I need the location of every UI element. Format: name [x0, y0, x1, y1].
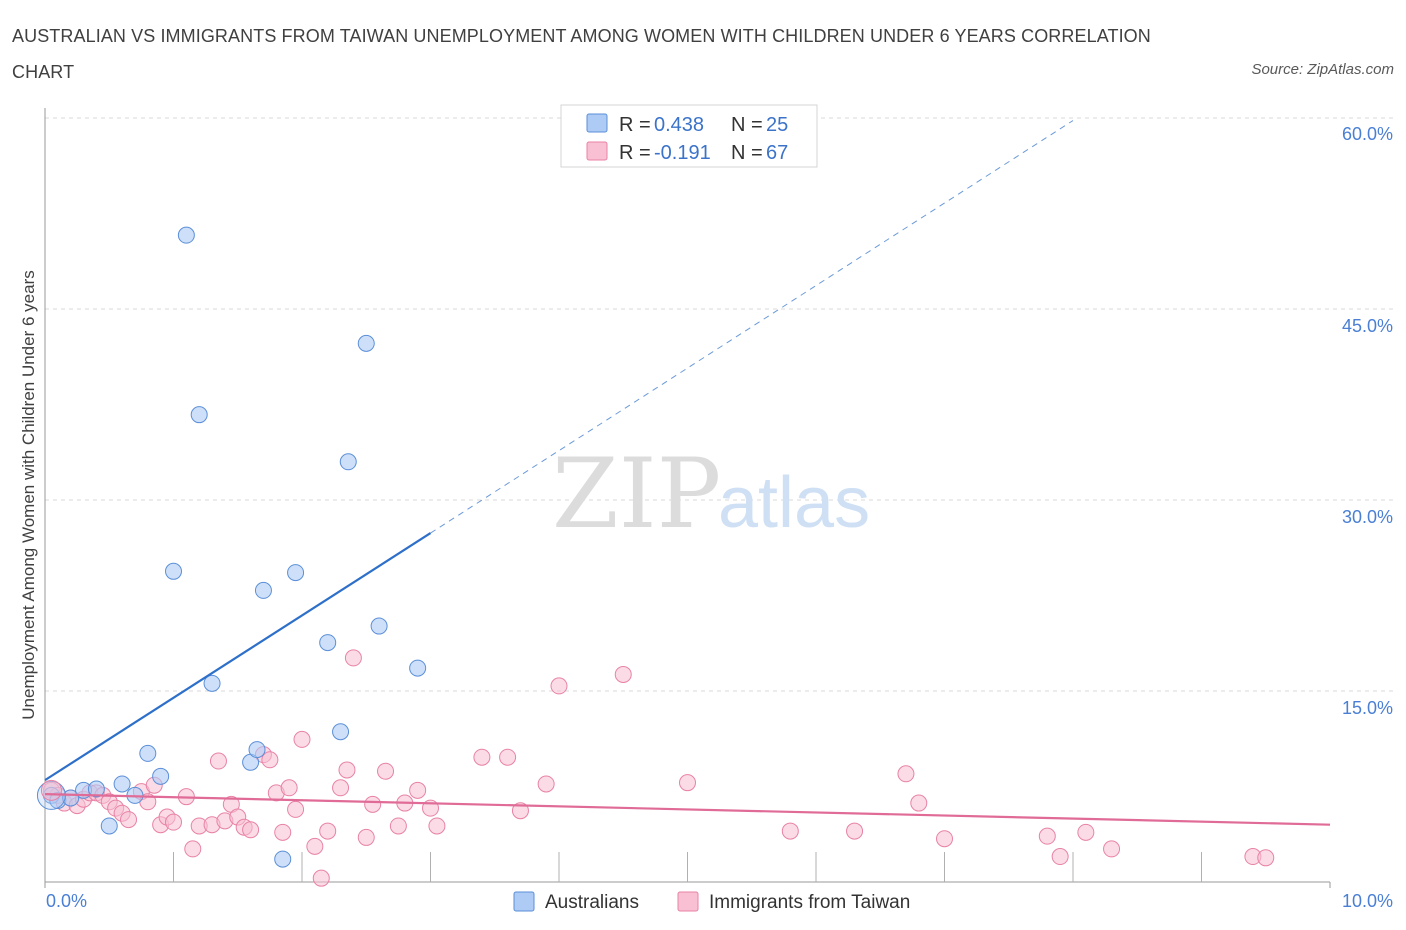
legend-bottom: Australians Immigrants from Taiwan [513, 891, 910, 913]
data-point-australians [190, 406, 208, 424]
data-point-taiwan [364, 795, 382, 813]
y-axis-label: Unemployment Among Women with Children U… [19, 270, 38, 719]
data-point-australians [254, 581, 272, 599]
y-tick-label: 45.0% [1342, 316, 1393, 336]
legend-swatch-taiwan [677, 891, 699, 912]
trendline-australians [44, 532, 432, 782]
y-tick-label: 60.0% [1342, 124, 1393, 144]
x-tick-label: 10.0% [1342, 891, 1393, 911]
legend-top: R = 0.438 N = 25 R = -0.191 N = 67 [560, 104, 818, 168]
axis-layer [44, 108, 1331, 888]
data-point-taiwan [614, 665, 632, 683]
data-point-taiwan [1051, 848, 1069, 866]
legend-r-label: R = [619, 142, 651, 164]
data-point-taiwan [428, 817, 446, 835]
data-point-taiwan [357, 828, 375, 846]
data-point-taiwan [499, 748, 517, 766]
data-point-taiwan [209, 752, 227, 770]
data-point-australians [165, 562, 182, 580]
data-point-taiwan [120, 811, 138, 829]
data-point-australians [287, 564, 305, 582]
legend-swatch-australians [586, 113, 608, 133]
points-layer [36, 226, 1275, 887]
y-tick-label: 30.0% [1342, 507, 1393, 527]
data-point-taiwan [338, 761, 356, 779]
trendline-taiwan [44, 793, 1331, 826]
data-point-taiwan [287, 800, 305, 818]
watermark-zip: ZIP [552, 438, 721, 550]
grid-layer [45, 117, 1395, 692]
data-point-taiwan [473, 748, 491, 766]
data-point-australians [319, 634, 337, 652]
data-point-australians [339, 453, 357, 471]
data-point-taiwan [1038, 827, 1056, 845]
y-tick-label: 15.0% [1342, 698, 1393, 718]
data-point-taiwan [679, 774, 696, 792]
data-point-taiwan [293, 730, 311, 748]
legend-swatch-australians [513, 891, 535, 912]
data-point-taiwan [344, 649, 362, 667]
chart-title: AUSTRALIAN VS IMMIGRANTS FROM TAIWAN UNE… [12, 26, 1151, 82]
data-point-taiwan [1077, 823, 1095, 841]
legend-label-taiwan: Immigrants from Taiwan [709, 892, 910, 913]
data-point-australians [100, 817, 118, 835]
legend-n-value: 25 [766, 114, 788, 136]
data-point-taiwan [1257, 849, 1275, 867]
data-point-taiwan [910, 794, 928, 812]
data-point-australians [152, 767, 170, 785]
legend-r-label: R = [619, 114, 651, 136]
legend-r-value: -0.191 [654, 142, 711, 164]
legend-swatch-taiwan [586, 141, 608, 161]
data-point-taiwan [377, 762, 395, 780]
data-point-taiwan [312, 869, 330, 887]
data-point-australians [139, 744, 157, 762]
legend-n-label: N = [731, 114, 763, 136]
data-point-taiwan [846, 822, 864, 840]
data-point-australians [409, 659, 427, 677]
trend-layer [44, 120, 1331, 826]
legend-r-value: 0.438 [654, 114, 704, 136]
data-point-taiwan [1103, 840, 1121, 858]
data-point-australians [248, 741, 266, 759]
data-point-australians [113, 775, 131, 793]
data-point-taiwan [261, 751, 279, 769]
data-point-taiwan [537, 775, 555, 793]
data-point-taiwan [332, 779, 350, 797]
data-point-australians [370, 617, 388, 635]
data-point-taiwan [781, 822, 799, 840]
data-point-australians [332, 723, 350, 741]
legend-n-label: N = [731, 142, 763, 164]
legend-n-value: 67 [766, 142, 788, 164]
chart-source: Source: ZipAtlas.com [1251, 61, 1394, 78]
data-point-australians [357, 334, 375, 352]
data-point-australians [274, 850, 292, 868]
data-point-taiwan [389, 817, 407, 835]
data-point-cluster-taiwan [40, 779, 62, 801]
data-point-taiwan [280, 779, 298, 797]
data-point-taiwan [550, 677, 568, 695]
watermark-atlas: atlas [718, 463, 870, 543]
data-point-taiwan [897, 765, 915, 783]
data-point-australians [87, 780, 105, 798]
data-point-taiwan [409, 781, 427, 799]
data-point-taiwan [242, 821, 260, 839]
data-point-taiwan [511, 802, 529, 820]
data-point-taiwan [274, 823, 292, 841]
x-tick-label: 0.0% [46, 891, 87, 911]
watermark: ZIP atlas [552, 438, 870, 550]
data-point-taiwan [184, 840, 202, 858]
data-point-taiwan [306, 837, 324, 855]
data-point-taiwan [165, 813, 182, 831]
data-point-australians [203, 674, 221, 692]
legend-label-australians: Australians [545, 892, 639, 913]
data-point-taiwan [936, 830, 953, 848]
data-point-taiwan [319, 822, 337, 840]
data-point-australians [177, 226, 195, 244]
